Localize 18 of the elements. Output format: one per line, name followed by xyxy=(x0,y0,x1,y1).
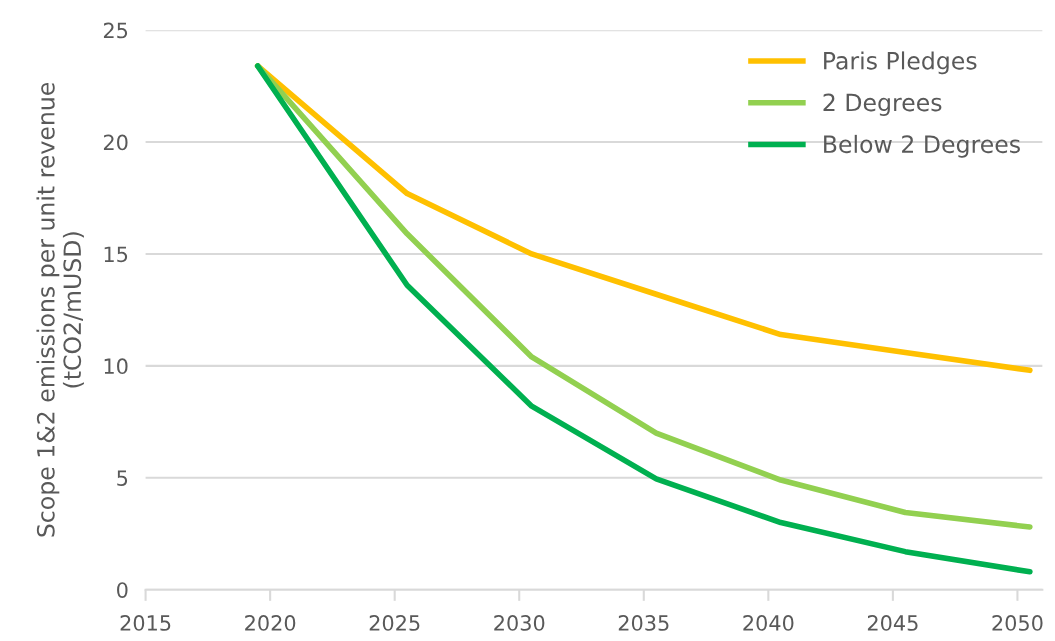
x-tick-label: 2040 xyxy=(743,615,794,631)
y-axis-title: Scope 1&2 emissions per unit revenue (tCO2/mUSD) xyxy=(36,82,84,537)
legend-label: 2 Degrees xyxy=(823,93,942,116)
x-tick-label: 2030 xyxy=(494,615,545,631)
x-tick-label: 2050 xyxy=(992,615,1043,631)
y-tick-label: 5 xyxy=(117,470,128,487)
x-tick-label: 2045 xyxy=(867,615,918,631)
y-tick-label: 20 xyxy=(103,134,128,151)
x-tick-label: 2035 xyxy=(618,615,669,631)
y-tick-label: 0 xyxy=(117,582,128,598)
x-tick-label: 2015 xyxy=(120,615,171,631)
legend-label: Paris Pledges xyxy=(824,51,977,75)
legend-label: Below 2 Degrees xyxy=(824,134,1020,158)
x-tick-label: 2025 xyxy=(369,615,420,631)
y-tick-label: 25 xyxy=(103,22,128,39)
x-tick-label: 2020 xyxy=(245,615,296,631)
y-tick-label: 10 xyxy=(104,358,128,375)
y-tick-label: 15 xyxy=(104,246,128,263)
